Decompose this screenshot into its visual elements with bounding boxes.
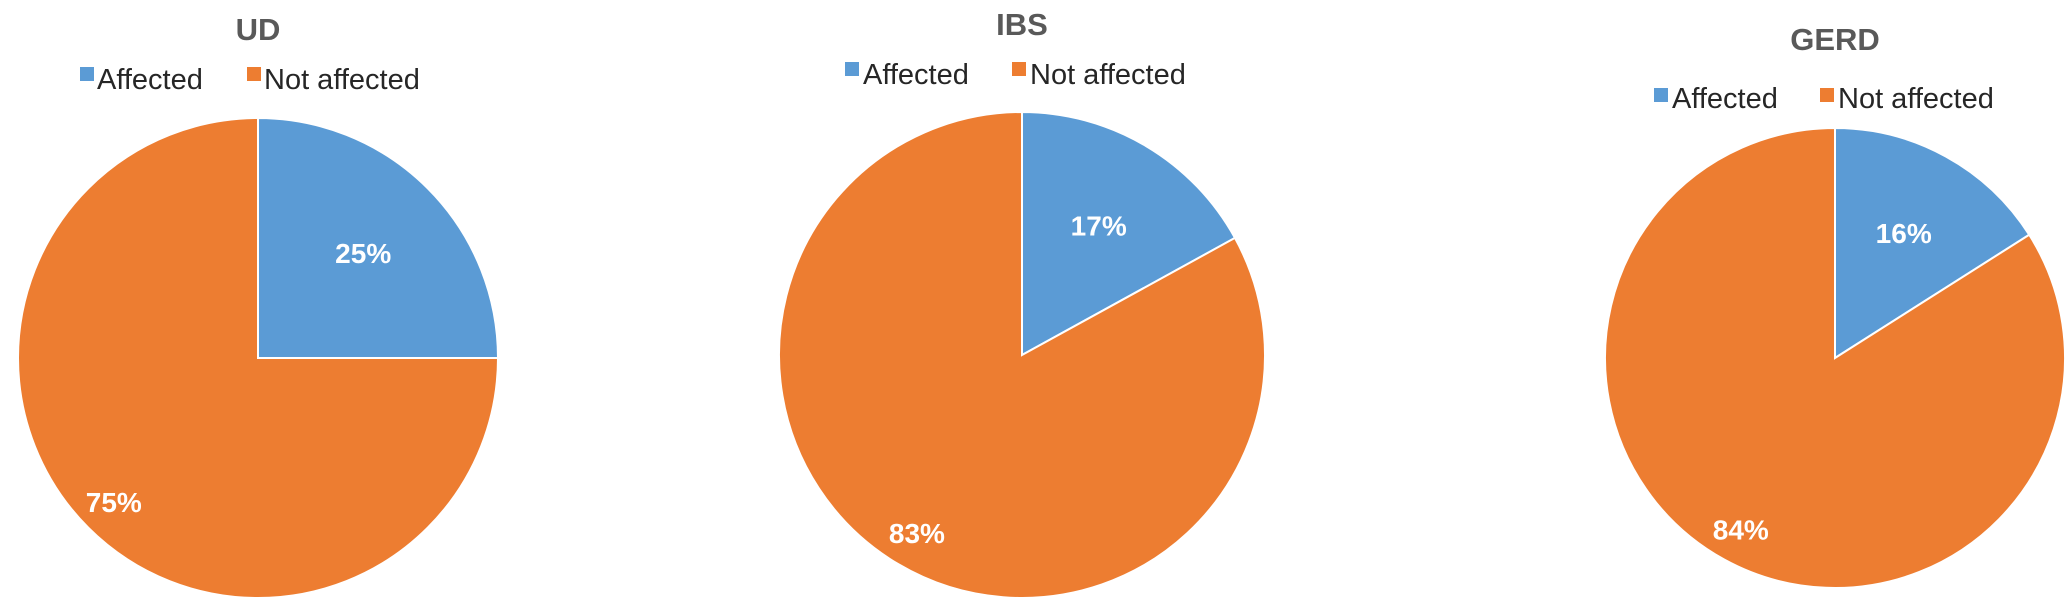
slice-label-affected: 25%	[335, 238, 391, 269]
legend-label-not-affected: Not affected	[1838, 83, 1994, 115]
slice-label-affected: 16%	[1876, 218, 1932, 249]
slice-label-not-affected: 83%	[889, 518, 945, 549]
pie-slice-not-affected	[1604, 126, 2066, 589]
chart-ibs: IBS Affected Not affected 17% 83%	[778, 7, 1266, 599]
legend-swatch-not-affected	[1012, 62, 1026, 76]
slice-label-not-affected: 84%	[1713, 514, 1769, 545]
chart-title: IBS	[996, 7, 1048, 42]
legend-swatch-affected	[845, 62, 859, 76]
slice-label-not-affected: 75%	[86, 487, 142, 518]
legend-swatch-affected	[80, 67, 94, 81]
legend-label-not-affected: Not affected	[1030, 59, 1186, 91]
legend-swatch-affected	[1654, 88, 1668, 102]
pie-slice-affected	[1834, 126, 2031, 360]
legend-label-not-affected: Not affected	[264, 64, 420, 96]
slice-label-affected: 17%	[1071, 210, 1127, 241]
chart-title: GERD	[1790, 22, 1880, 57]
chart-ud: UD Affected Not affected 25% 75%	[17, 12, 500, 599]
legend-swatch-not-affected	[1820, 88, 1834, 102]
pie-slice-not-affected	[778, 110, 1266, 599]
chart-title: UD	[236, 12, 281, 47]
legend-swatch-not-affected	[247, 67, 261, 81]
chart-gerd: GERD Affected Not affected 16% 84%	[1604, 22, 2066, 589]
pie-slice-affected	[257, 116, 500, 359]
legend-label-affected: Affected	[1672, 83, 1778, 115]
legend-label-affected: Affected	[97, 64, 203, 96]
legend-label-affected: Affected	[863, 59, 969, 91]
pie-slice-not-affected	[17, 116, 500, 599]
pie-slice-affected	[1021, 110, 1237, 357]
